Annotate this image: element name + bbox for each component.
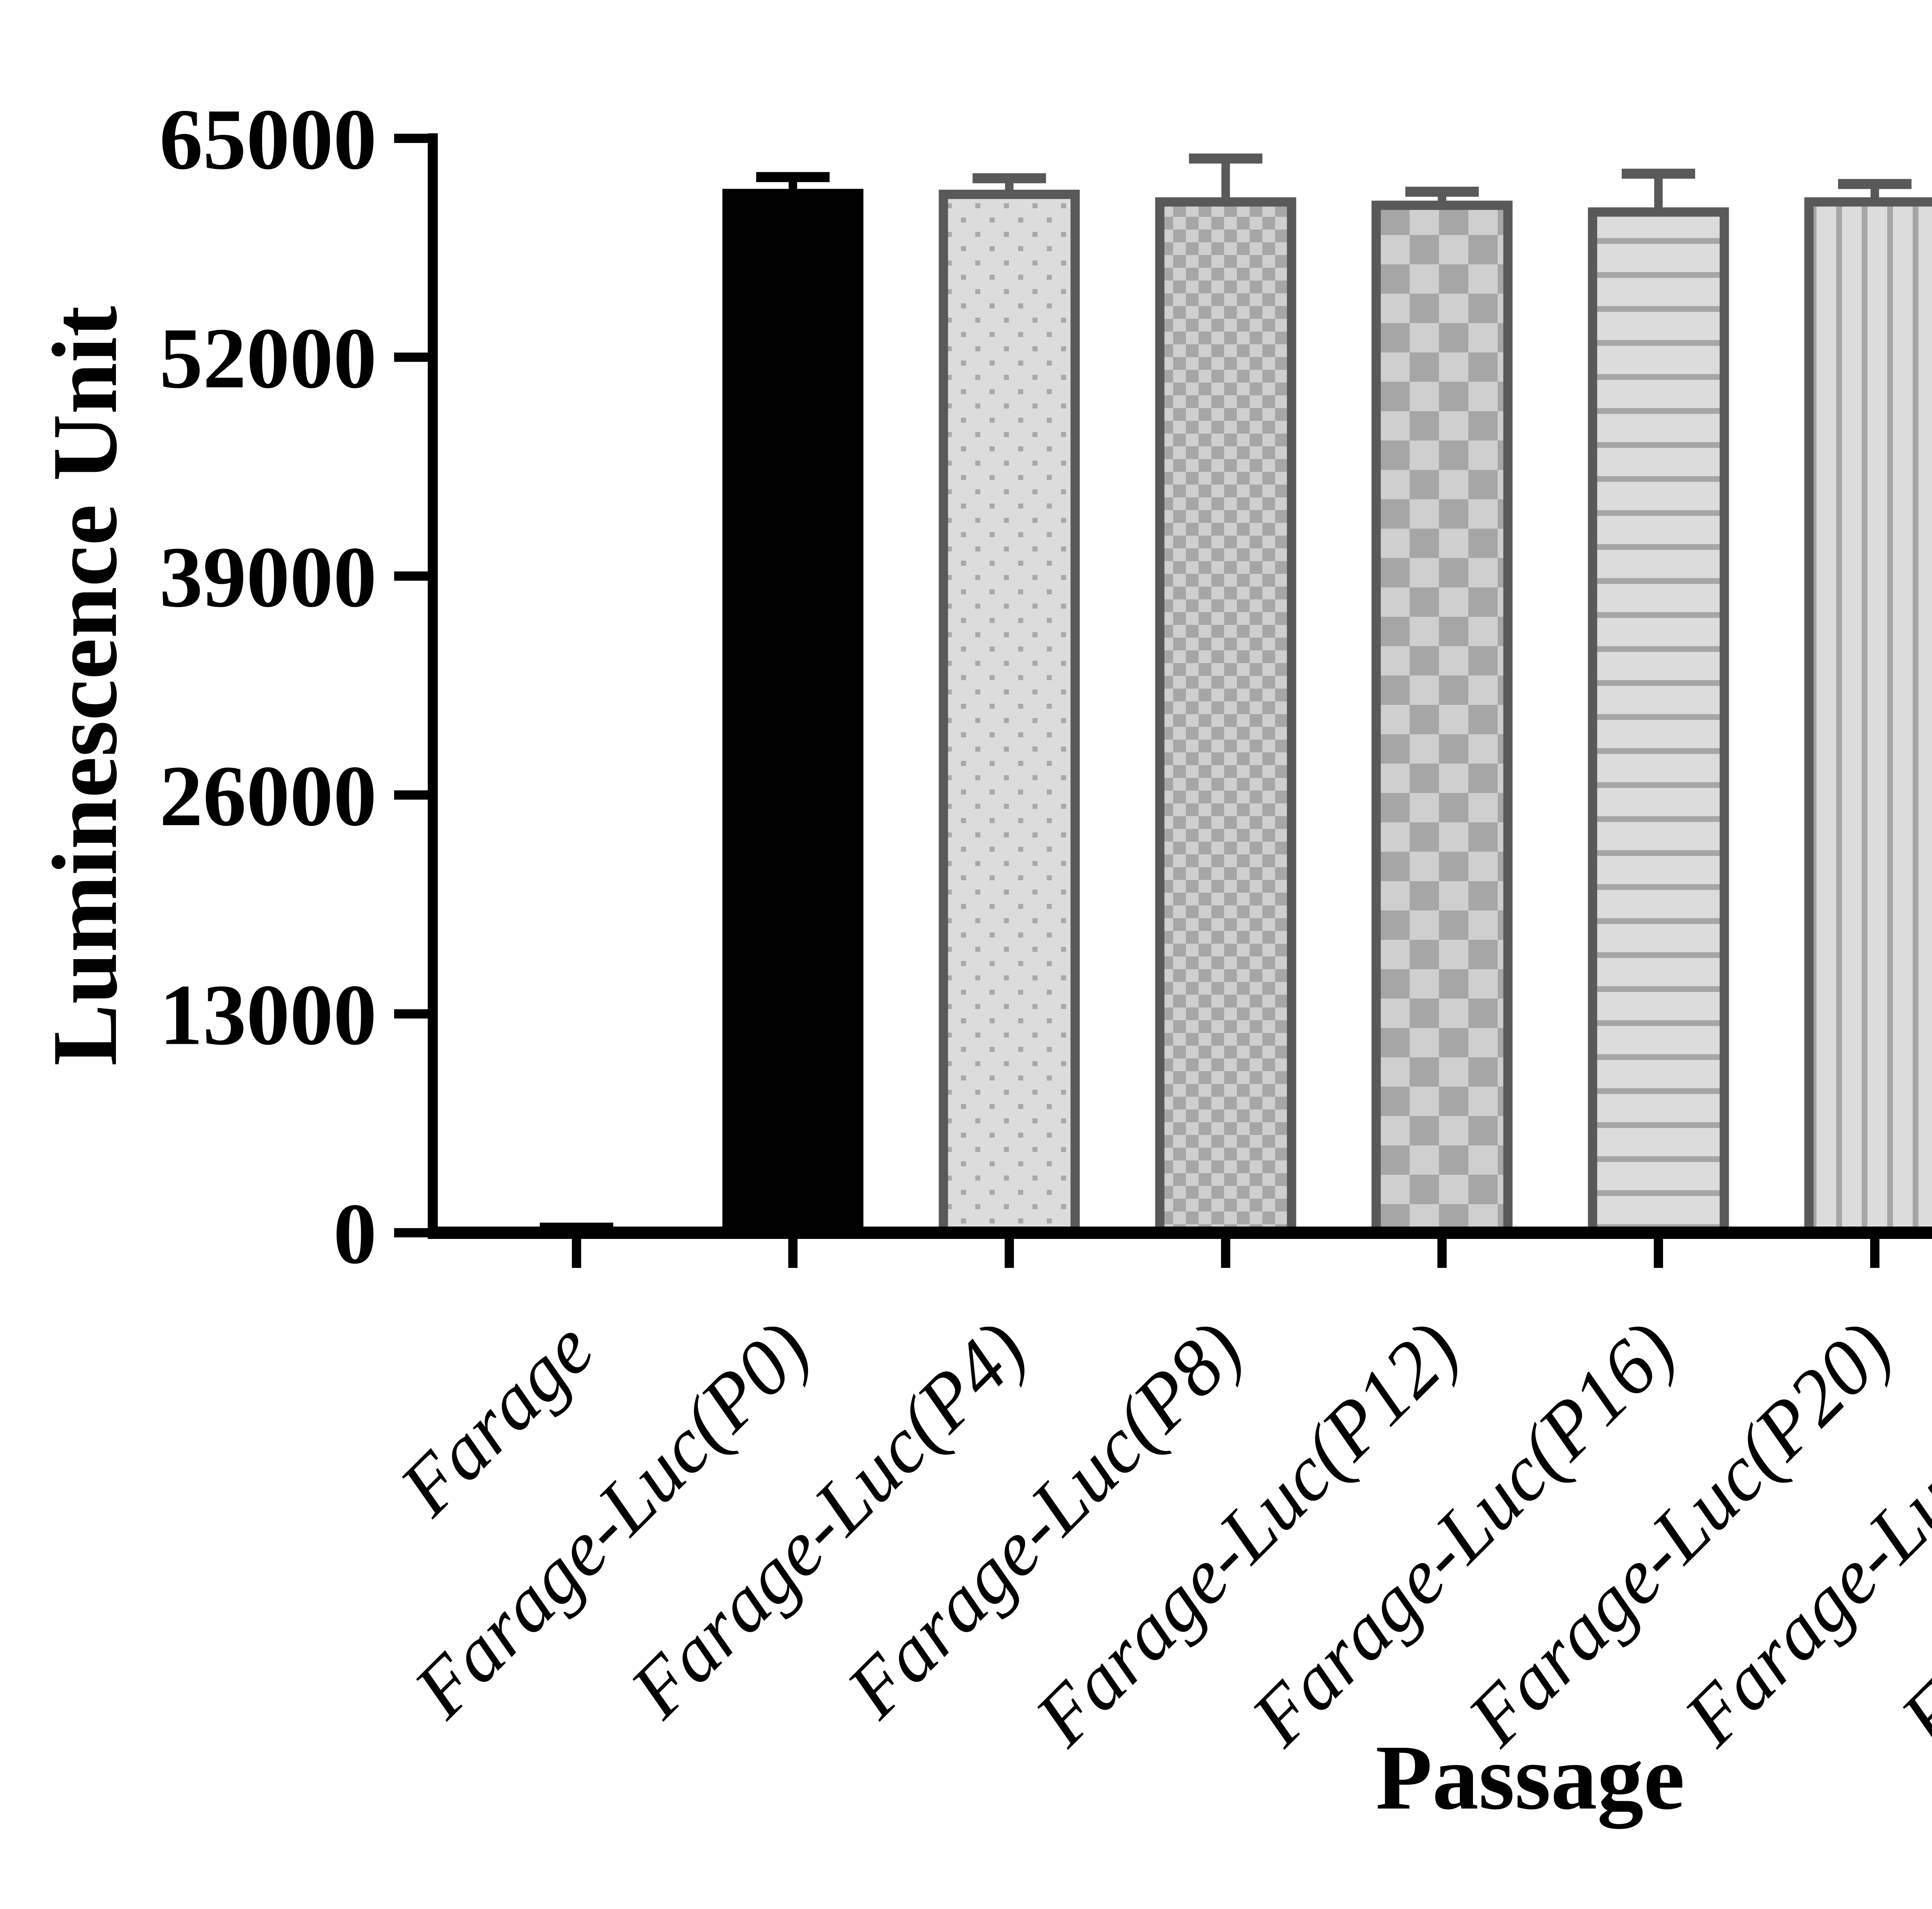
y-tick-label: 13000	[160, 966, 377, 1063]
y-tick-label: 39000	[160, 529, 377, 625]
bar	[1371, 201, 1513, 1239]
y-tick-label: 65000	[160, 91, 377, 187]
y-tick-label: 0	[333, 1185, 377, 1282]
x-category-label: Farage-Luc(P4)	[613, 1305, 1043, 1734]
x-axis-title: Passage	[1376, 1726, 1685, 1829]
bar	[1804, 197, 1932, 1239]
y-tick-label: 52000	[160, 310, 377, 406]
y-axis-title: Luminescence Unit	[33, 306, 136, 1066]
bar	[1588, 207, 1729, 1239]
x-category-label: Farage-Luc(P8)	[830, 1305, 1259, 1734]
bar	[722, 189, 864, 1234]
plot-area: 0 13000 26000 39000 52000 65000 FarageFarage-…	[160, 91, 1932, 1763]
x-category-label: Farage-Luc(P0)	[397, 1305, 827, 1734]
y-tick-labels: 0 13000 26000 39000 52000 65000	[160, 91, 377, 1282]
axes-layer	[394, 133, 1932, 1268]
error-bars-layer	[540, 153, 1912, 1234]
bars-layer	[506, 189, 1932, 1239]
x-category-labels: FarageFarage-Luc(P0)Farage-Luc(P4)Farage…	[383, 1305, 1932, 1762]
bar	[939, 189, 1080, 1238]
bar	[1155, 197, 1296, 1239]
y-tick-label: 26000	[160, 747, 377, 844]
